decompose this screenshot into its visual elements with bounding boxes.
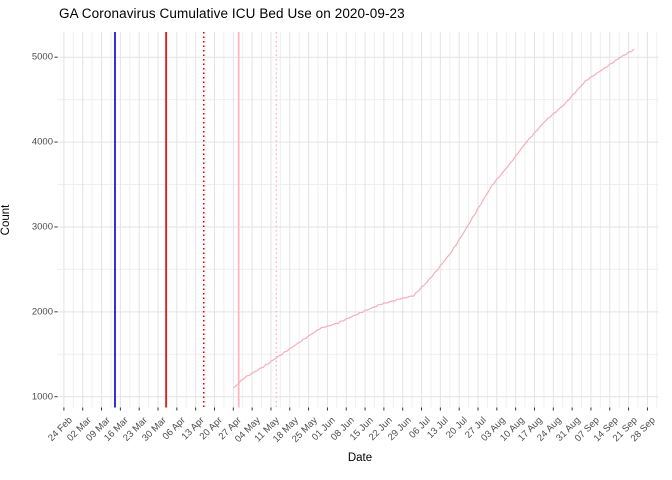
y-axis-title: Count xyxy=(0,204,12,236)
y-tick-label: 3000 xyxy=(31,221,53,233)
y-tick-label: 4000 xyxy=(31,136,53,148)
y-tick-label: 5000 xyxy=(31,51,53,63)
series-line-cumulative-icu xyxy=(232,48,635,389)
chart-title: GA Coronavirus Cumulative ICU Bed Use on… xyxy=(59,6,405,21)
x-axis-title: Date xyxy=(347,452,373,464)
y-tick-label: 1000 xyxy=(31,391,53,403)
y-tick-label: 2000 xyxy=(31,306,53,318)
